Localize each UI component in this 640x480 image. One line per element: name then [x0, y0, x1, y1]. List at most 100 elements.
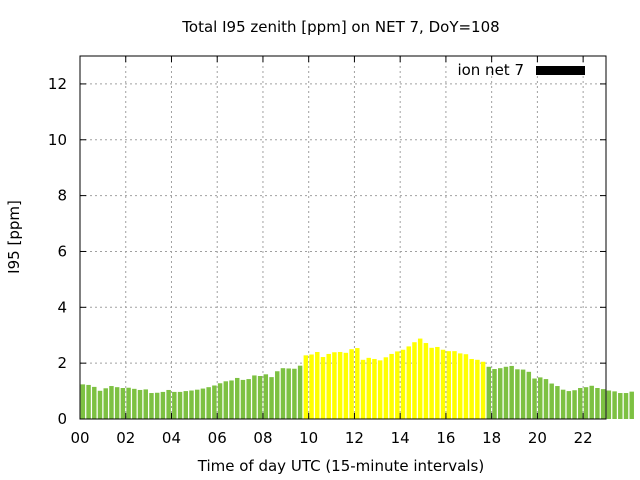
y-tick-label: 6	[57, 242, 67, 260]
bar	[623, 393, 629, 419]
bar	[206, 387, 211, 419]
bar	[486, 366, 492, 419]
y-tick-labels: 0 2 4 6 8 10 12	[48, 75, 67, 428]
bar	[297, 365, 303, 419]
bar	[172, 391, 177, 419]
bar	[309, 354, 314, 419]
x-tick-labels: 00 02 04 06 08 10 12 14 16 18 20 22	[70, 429, 592, 447]
bar	[520, 369, 526, 419]
bar	[257, 376, 263, 419]
bar	[320, 357, 326, 419]
bar	[423, 343, 429, 419]
bar	[97, 390, 103, 419]
bar	[366, 357, 371, 419]
bar	[200, 388, 206, 419]
bar	[143, 389, 148, 419]
bar	[543, 379, 549, 419]
bar	[555, 386, 560, 419]
bar	[275, 371, 280, 419]
bar	[132, 388, 137, 419]
bar	[618, 393, 623, 419]
x-tick-label: 18	[482, 429, 501, 447]
bar	[515, 369, 520, 419]
x-tick-label: 16	[436, 429, 455, 447]
y-axis-label: I95 [ppm]	[5, 200, 23, 274]
bar	[469, 358, 474, 419]
bar	[446, 351, 451, 419]
bar	[395, 351, 400, 419]
bar	[417, 338, 423, 419]
bar	[326, 353, 331, 419]
bar	[217, 383, 223, 419]
x-tick-label: 22	[574, 429, 593, 447]
bar	[280, 368, 286, 419]
bar	[509, 365, 514, 419]
bar	[177, 391, 183, 419]
bar	[589, 385, 594, 419]
bar	[578, 388, 583, 419]
ticks	[79, 56, 606, 420]
y-tick-label: 12	[48, 75, 67, 93]
bar	[377, 360, 383, 419]
x-tick-label: 10	[299, 429, 318, 447]
bar	[80, 384, 86, 419]
plot-frame	[79, 55, 607, 420]
bar	[114, 387, 120, 419]
bar	[463, 354, 469, 419]
bar	[240, 379, 246, 419]
bar	[526, 371, 532, 419]
bar	[480, 361, 486, 419]
y-tick-label: 4	[57, 298, 67, 316]
bar	[389, 353, 394, 419]
bar	[498, 368, 503, 419]
bar	[583, 387, 589, 419]
bar	[235, 377, 240, 419]
bar	[109, 386, 114, 419]
bar	[612, 391, 617, 419]
bar	[532, 378, 537, 419]
bar	[566, 391, 572, 419]
y-tick-label: 10	[48, 131, 67, 149]
bar	[229, 380, 234, 419]
bar	[337, 351, 343, 419]
bar	[503, 366, 509, 419]
bar	[315, 351, 320, 419]
bar	[452, 351, 457, 419]
bars	[80, 338, 634, 419]
bar	[360, 359, 366, 419]
bar	[286, 368, 291, 419]
bar	[223, 381, 229, 419]
bar	[440, 349, 446, 419]
bar	[263, 374, 269, 419]
bar	[355, 348, 360, 419]
legend-label: ion net 7	[457, 61, 524, 79]
bar	[343, 352, 349, 419]
bar	[383, 357, 389, 419]
bar	[400, 349, 406, 419]
y-tick-label: 8	[57, 187, 67, 205]
bar	[332, 352, 337, 419]
bar	[120, 388, 126, 419]
bar	[475, 359, 480, 419]
bar	[572, 390, 577, 419]
bar	[429, 347, 434, 419]
bar	[92, 386, 97, 419]
bar	[194, 389, 200, 419]
bar	[606, 390, 612, 419]
legend-swatch	[536, 66, 585, 75]
bar	[372, 358, 377, 419]
x-tick-label: 08	[253, 429, 272, 447]
bar	[126, 387, 131, 419]
bar	[549, 383, 554, 419]
bar	[183, 391, 188, 419]
bar	[86, 384, 91, 419]
y-tick-label: 2	[57, 354, 67, 372]
bar	[595, 388, 600, 419]
x-tick-label: 02	[116, 429, 135, 447]
x-tick-label: 14	[391, 429, 410, 447]
bar	[149, 393, 154, 419]
x-tick-label: 00	[70, 429, 89, 447]
bar	[303, 355, 309, 419]
bar	[457, 353, 463, 419]
